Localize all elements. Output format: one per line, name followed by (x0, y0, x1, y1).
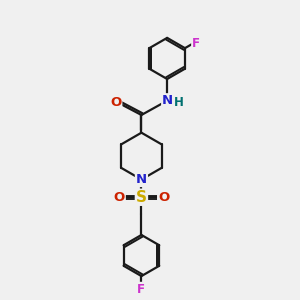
Text: F: F (192, 37, 200, 50)
Text: H: H (174, 97, 184, 110)
Text: S: S (136, 190, 147, 205)
Text: O: O (113, 191, 125, 204)
Text: N: N (136, 173, 147, 186)
Text: N: N (162, 94, 173, 107)
Text: O: O (110, 97, 121, 110)
Text: O: O (158, 191, 169, 204)
Text: F: F (137, 283, 145, 296)
